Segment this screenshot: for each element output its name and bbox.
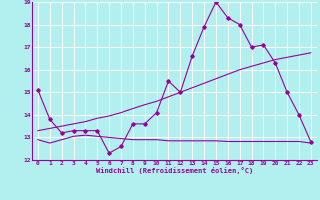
X-axis label: Windchill (Refroidissement éolien,°C): Windchill (Refroidissement éolien,°C) [96, 167, 253, 174]
